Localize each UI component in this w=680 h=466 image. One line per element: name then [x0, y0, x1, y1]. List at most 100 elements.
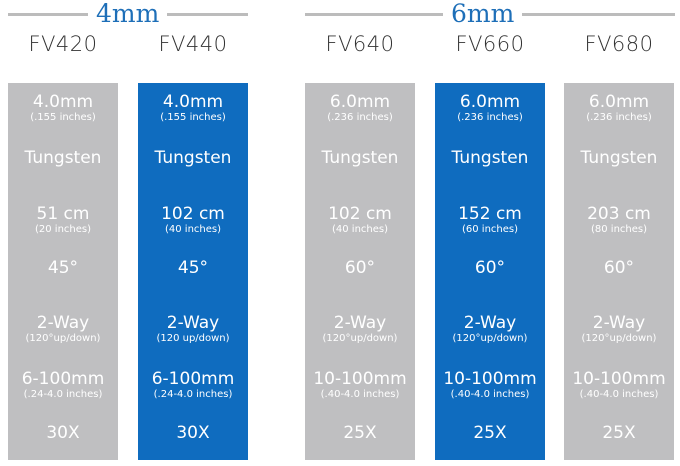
length-value: 152 cm: [458, 204, 522, 224]
focus-inches: (.40-4.0 inches): [579, 389, 659, 400]
material-cell: Tungsten: [138, 149, 248, 168]
group-label-4mm: 4mm: [96, 0, 160, 28]
material-cell: Tungsten: [8, 149, 118, 168]
model-name-fv660: FV660: [455, 32, 525, 56]
zoom-value: 30X: [46, 423, 80, 443]
length-value: 51 cm: [36, 204, 90, 224]
spec-column-fv440: 4.0mm (.155 inches) Tungsten 102 cm (40 …: [138, 83, 248, 460]
articulation-detail: (120°up/down): [452, 333, 528, 344]
length-value: 203 cm: [587, 204, 651, 224]
length-cell: 102 cm (40 inches): [138, 204, 248, 236]
diameter-cell: 4.0mm (.155 inches): [8, 92, 118, 124]
zoom-cell: 30X: [8, 424, 118, 443]
length-inches: (40 inches): [164, 224, 222, 235]
model-name-fv440: FV440: [158, 32, 228, 56]
material-cell: Tungsten: [435, 149, 545, 168]
angle-cell: 60°: [305, 259, 415, 278]
focus-inches: (.40-4.0 inches): [320, 389, 400, 400]
angle-cell: 45°: [138, 259, 248, 278]
articulation-cell: 2-Way (120 up/down): [138, 313, 248, 345]
length-inches: (40 inches): [331, 224, 389, 235]
focus-value: 6-100mm: [21, 369, 105, 389]
articulation-cell: 2-Way (120°up/down): [564, 313, 674, 345]
length-cell: 102 cm (40 inches): [305, 204, 415, 236]
diameter-inches: (.236 inches): [457, 112, 523, 123]
group-divider-line: [8, 12, 88, 16]
model-name-fv640: FV640: [325, 32, 395, 56]
zoom-value: 30X: [176, 423, 210, 443]
material-value: Tungsten: [24, 148, 102, 168]
focus-value: 6-100mm: [151, 369, 235, 389]
zoom-value: 25X: [473, 423, 507, 443]
angle-value: 45°: [177, 258, 209, 278]
focus-value: 10-100mm: [443, 369, 537, 389]
group-label-6mm: 6mm: [451, 0, 515, 28]
focus-value: 10-100mm: [572, 369, 666, 389]
diameter-value: 4.0mm: [32, 92, 94, 112]
material-cell: Tungsten: [305, 149, 415, 168]
length-inches: (20 inches): [34, 224, 92, 235]
length-inches: (60 inches): [461, 224, 519, 235]
length-cell: 51 cm (20 inches): [8, 204, 118, 236]
zoom-cell: 25X: [435, 424, 545, 443]
angle-cell: 60°: [564, 259, 674, 278]
articulation-cell: 2-Way (120°up/down): [435, 314, 545, 345]
angle-value: 60°: [474, 258, 506, 278]
length-inches: (80 inches): [590, 224, 648, 235]
articulation-detail: (120°up/down): [25, 333, 101, 344]
diameter-inches: (.155 inches): [160, 112, 226, 123]
material-cell: Tungsten: [564, 149, 674, 168]
focus-cell: 10-100mm (.40-4.0 inches): [435, 369, 545, 401]
focus-cell: 6-100mm (.24-4.0 inches): [138, 369, 248, 401]
zoom-cell: 30X: [138, 424, 248, 443]
diameter-cell: 6.0mm (.236 inches): [435, 92, 545, 124]
articulation-detail: (120 up/down): [156, 333, 230, 344]
group-4mm: 4mm: [8, 0, 248, 28]
angle-cell: 60°: [435, 259, 545, 278]
focus-inches: (.24-4.0 inches): [23, 389, 103, 400]
articulation-value: 2-Way: [333, 313, 387, 333]
model-name-fv680: FV680: [584, 32, 654, 56]
material-value: Tungsten: [154, 148, 232, 168]
focus-cell: 10-100mm (.40-4.0 inches): [564, 369, 674, 401]
diameter-value: 6.0mm: [588, 92, 650, 112]
diameter-cell: 6.0mm (.236 inches): [564, 92, 674, 124]
diameter-inches: (.155 inches): [30, 112, 96, 123]
diameter-cell: 6.0mm (.236 inches): [305, 93, 415, 124]
diameter-value: 4.0mm: [162, 92, 224, 112]
length-value: 102 cm: [328, 204, 392, 224]
angle-value: 45°: [47, 258, 79, 278]
length-cell: 152 cm (60 inches): [435, 204, 545, 236]
group-divider-line: [305, 12, 443, 16]
articulation-value: 2-Way: [166, 313, 220, 333]
articulation-detail: (120°up/down): [322, 333, 398, 344]
angle-value: 60°: [344, 258, 376, 278]
focus-value: 10-100mm: [313, 369, 407, 389]
articulation-detail: (120°up/down): [581, 333, 657, 344]
spec-column-fv660: 6.0mm (.236 inches) Tungsten 152 cm (60 …: [435, 83, 545, 460]
zoom-value: 25X: [343, 423, 377, 443]
angle-cell: 45°: [8, 259, 118, 278]
angle-value: 60°: [603, 258, 635, 278]
focus-inches: (.40-4.0 inches): [450, 389, 530, 400]
length-cell: 203 cm (80 inches): [564, 204, 674, 236]
length-value: 102 cm: [161, 204, 225, 224]
articulation-cell: 2-Way (120°up/down): [8, 313, 118, 345]
material-value: Tungsten: [451, 148, 529, 168]
group-divider-line: [167, 12, 248, 16]
material-value: Tungsten: [321, 148, 399, 168]
diameter-inches: (.236 inches): [327, 112, 393, 123]
articulation-value: 2-Way: [592, 313, 646, 333]
zoom-value: 25X: [602, 423, 636, 443]
material-value: Tungsten: [580, 148, 658, 168]
focus-cell: 10-100mm (.40-4.0 inches): [305, 369, 415, 401]
spec-column-fv640: 6.0mm (.236 inches) Tungsten 102 cm (40 …: [305, 83, 415, 460]
model-name-fv420: FV420: [28, 32, 98, 56]
spec-column-fv420: 4.0mm (.155 inches) Tungsten 51 cm (20 i…: [8, 83, 118, 460]
group-6mm: 6mm: [305, 0, 675, 28]
focus-cell: 6-100mm (.24-4.0 inches): [8, 369, 118, 401]
group-divider-line: [522, 12, 675, 16]
diameter-value: 6.0mm: [459, 92, 521, 112]
articulation-value: 2-Way: [36, 313, 90, 333]
diameter-cell: 4.0mm (.155 inches): [138, 92, 248, 124]
